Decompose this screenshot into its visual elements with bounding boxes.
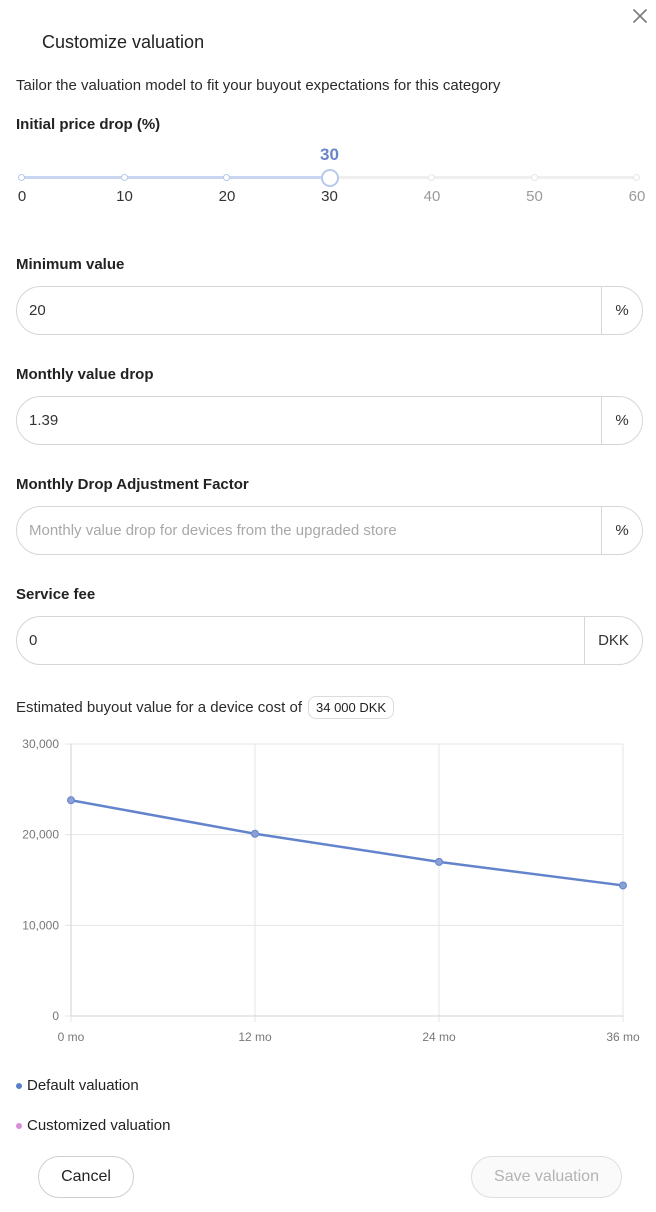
slider-tick-label: 10	[116, 188, 133, 205]
dialog-subtitle: Tailor the valuation model to fit your b…	[16, 77, 501, 94]
legend-label-customized: Customized valuation	[27, 1117, 171, 1134]
slider-value: 30	[320, 145, 339, 164]
slider-tick-label: 50	[526, 188, 543, 205]
adjustment-factor-field: %	[16, 506, 643, 555]
service-fee-input[interactable]	[17, 617, 584, 664]
slider-step-dot[interactable]	[633, 174, 640, 181]
y-tick-label: 10,000	[22, 918, 59, 932]
estimate-row: Estimated buyout value for a device cost…	[16, 696, 395, 719]
minimum-value-field: %	[16, 286, 643, 335]
slider-step-dot[interactable]	[428, 174, 435, 181]
slider-tick-label: 0	[17, 188, 27, 205]
buyout-value-chart: 0 10,000 20,000 30,000 0 mo 12 mo 24 mo 36 mo	[22, 737, 640, 1044]
service-fee-suffix: DKK	[584, 617, 642, 664]
monthly-value-drop-suffix: %	[601, 397, 642, 444]
initial-price-drop-label: Initial price drop (%)	[16, 116, 161, 133]
data-point	[251, 829, 259, 838]
adjustment-factor-suffix: %	[601, 507, 642, 554]
device-cost-badge: 34 000 DKK	[308, 696, 395, 719]
legend-item-customized[interactable]: Customized valuation	[16, 1117, 170, 1134]
slider-step-dot[interactable]	[530, 174, 538, 181]
series-line	[70, 798, 624, 887]
minimum-value-suffix: %	[601, 287, 642, 334]
x-tick-label: 0 mo	[58, 1030, 85, 1044]
cancel-button[interactable]: Cancel	[38, 1156, 134, 1198]
adjustment-factor-input[interactable]	[17, 507, 601, 554]
slider-step-dot[interactable]	[223, 174, 230, 181]
x-tick-label: 12 mo	[238, 1030, 272, 1044]
legend-dot-customized	[16, 1122, 22, 1129]
legend-item-default[interactable]: Default valuation	[16, 1077, 139, 1094]
close-icon[interactable]	[628, 4, 652, 28]
x-tick-label: 36 mo	[606, 1030, 640, 1044]
minimum-value-input[interactable]	[17, 287, 601, 334]
slider-tick-label: 30	[321, 188, 338, 205]
data-point	[435, 857, 443, 866]
save-valuation-button[interactable]: Save valuation	[471, 1156, 622, 1198]
y-tick-label: 30,000	[22, 737, 59, 751]
estimate-text: Estimated buyout value for a device cost…	[16, 699, 302, 716]
slider-step-dot[interactable]	[120, 174, 128, 181]
service-fee-field: DKK	[16, 616, 643, 665]
service-fee-label: Service fee	[16, 586, 96, 603]
minimum-value-label: Minimum value	[16, 256, 125, 273]
adjustment-factor-label: Monthly Drop Adjustment Factor	[16, 476, 249, 493]
legend-label-default: Default valuation	[27, 1077, 139, 1094]
slider-handle[interactable]	[320, 169, 339, 187]
slider-tick-label: 20	[218, 188, 236, 205]
monthly-value-drop-input[interactable]	[17, 397, 601, 444]
legend-dot-default	[16, 1082, 22, 1089]
slider-tick-label: 40	[423, 188, 441, 205]
slider-step-dot[interactable]	[18, 174, 25, 181]
y-tick-label: 0	[52, 1009, 59, 1023]
data-point	[619, 881, 627, 890]
data-point	[67, 796, 75, 805]
dialog-title: Customize valuation	[42, 32, 205, 52]
slider-tick-label: 60	[628, 188, 646, 205]
slider-track-fill	[22, 176, 330, 179]
x-tick-label: 24 mo	[422, 1030, 456, 1044]
initial-price-drop-slider[interactable]: 30 0 10 20 30 40 50 60	[16, 140, 646, 210]
y-tick-label: 20,000	[22, 828, 59, 842]
monthly-value-drop-label: Monthly value drop	[16, 366, 154, 383]
monthly-value-drop-field: %	[16, 396, 643, 445]
